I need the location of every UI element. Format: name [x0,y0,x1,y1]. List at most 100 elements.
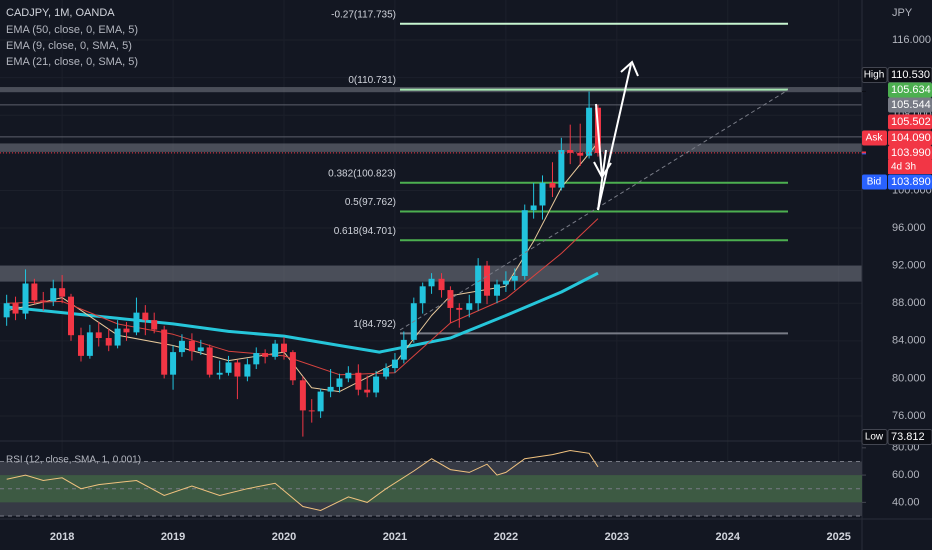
candle-body [438,278,445,291]
price-tag-value: 105.502 [891,116,931,128]
price-tag-name-text: Bid [867,177,881,188]
candle-body [216,372,223,375]
candle-body [549,182,556,188]
price-tag-value: 103.890 [891,176,931,188]
y-tick-label: 88.000 [892,297,926,309]
candle-body [225,362,232,373]
candle-body [12,303,19,314]
candle-body [567,150,574,153]
candle-body [272,343,279,357]
rsi-line [6,449,599,512]
candle-body [281,343,288,353]
x-tick-label: 2020 [272,531,296,543]
candle-body [170,352,177,375]
fib-label: 0.618(94.701) [334,226,396,237]
y-tick-label: 92.000 [892,260,926,272]
candle-body [475,265,482,304]
y-tick-label: 84.000 [892,335,926,347]
candle-body [373,376,380,393]
candle-body [197,347,204,352]
candle-body [105,338,112,346]
x-tick-label: 2024 [716,531,741,543]
price-tag-name [861,67,888,83]
rsi-tick-label: 60.00 [892,469,920,481]
price-tag [888,114,932,130]
currency-label: JPY [892,7,913,19]
fib-label: 0(110.731) [348,75,396,86]
price-tag [887,429,932,445]
candle-body [336,378,343,387]
candle-body [355,372,362,390]
legend-entry: EMA (21, close, 0, SMA, 5) [6,56,138,68]
candle-body [383,368,390,377]
candle-body [327,386,334,392]
candle-body [299,380,306,411]
x-tick-label: 2023 [605,531,629,543]
candle-body [308,410,315,412]
candle-body [68,296,75,336]
candle-body [133,312,140,333]
candle-body [40,300,47,302]
candle-body [428,278,435,287]
candle-body [50,288,57,302]
rsi-tick-label: 40.00 [892,496,920,508]
arrow-down [595,103,603,177]
ema-line [6,218,599,376]
rsi-title: RSI (12, close, SMA, 1, 0.001) [6,455,141,466]
price-zone [0,143,862,152]
drawings [399,60,789,331]
price-tag-name [862,174,887,190]
candle-body [502,280,509,285]
price-tag-value: 73.812 [891,431,925,443]
x-tick-label: 2022 [494,531,518,543]
countdown: 4d 3h [891,162,916,173]
candle-body [206,347,213,375]
arrow-head [620,60,639,77]
y-tick-label: 80.000 [892,372,926,384]
candle-body [317,391,324,412]
candle-body [77,335,84,356]
trend-line [399,89,789,331]
candle-body [494,284,501,296]
candle-body [142,312,149,321]
y-tick-label: 76.000 [892,410,926,422]
fib-label: 0.382(100.823) [328,168,396,179]
price-tag-name-text: Ask [866,133,884,144]
price-tag [888,97,932,113]
price-tag [888,145,932,161]
candle-body [3,303,10,318]
candle-body [31,283,38,301]
candle-body [86,332,93,356]
candle-body [456,307,463,310]
y-tick-label: 96.000 [892,222,926,234]
x-tick-label: 2019 [161,531,185,543]
candle-body [586,107,593,156]
legend-entry: EMA (50, close, 0, EMA, 5) [6,24,138,36]
candle-body [364,389,371,393]
price-tag [888,174,932,190]
price-tag-value: 105.544 [891,99,931,111]
price-tag-value: 105.634 [891,84,931,96]
symbol-title: CADJPY, 1M, OANDA [6,7,115,19]
candle-body [521,210,528,276]
candle-body [188,340,195,352]
price-tag-name [862,130,887,146]
countdown-box [888,160,932,174]
candle-body [123,328,130,333]
candle-body [539,182,546,206]
candle-body [400,339,407,360]
candle-body [22,283,29,314]
price-tag-name [861,429,888,445]
candle-body [484,265,491,296]
candle-body [178,340,185,353]
candle-body [234,362,241,377]
price-tag-value: 110.530 [891,69,930,81]
candle-body [244,364,251,377]
candle-body [161,329,168,375]
price-tag [888,130,932,146]
price-tag-name-text: High [864,70,885,81]
candle-body [530,205,537,211]
candle-body [511,275,518,281]
